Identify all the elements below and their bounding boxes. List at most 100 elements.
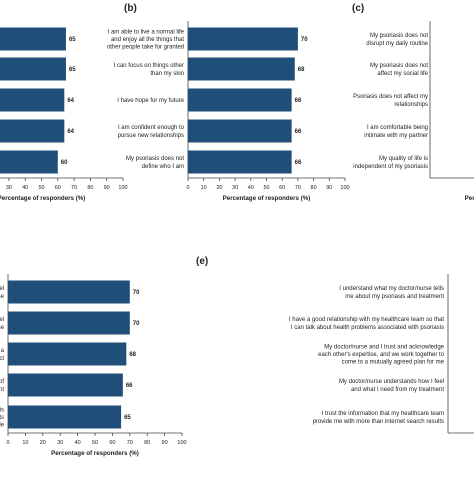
category-label: I understand what my doctor/nurse tells bbox=[339, 286, 444, 292]
category-label: my psoriasis bbox=[0, 407, 4, 413]
bar-value-label: 66 bbox=[295, 129, 302, 135]
category-label: isappointment bbox=[0, 387, 4, 393]
category-label: My quality of life is bbox=[379, 156, 428, 162]
x-tick-label: 80 bbox=[144, 440, 150, 446]
category-label: the cycle of bbox=[0, 379, 4, 385]
x-tick-label: 90 bbox=[162, 440, 168, 446]
bar bbox=[8, 311, 130, 335]
bar-value-label: 65 bbox=[69, 37, 76, 43]
bar-value-label: 70 bbox=[301, 37, 308, 43]
bar-value-label: 60 bbox=[61, 160, 68, 166]
x-tick-label: 30 bbox=[232, 185, 238, 191]
x-tick-label: 80 bbox=[87, 185, 93, 191]
category-label: me about my psoriasis and treatment bbox=[345, 294, 444, 300]
x-tick-label: 60 bbox=[279, 185, 285, 191]
x-tick-label: 40 bbox=[248, 185, 254, 191]
category-label: come to a mutually agreed plan for me bbox=[342, 360, 445, 366]
bar bbox=[0, 57, 66, 81]
category-label: define who I am bbox=[142, 164, 184, 170]
category-label: intimate with my partner bbox=[364, 133, 428, 139]
category-label: treatment has a bbox=[0, 348, 5, 354]
panel-label: (b) bbox=[124, 3, 137, 14]
category-label: Psoriasis does not affect my bbox=[353, 94, 428, 100]
category-label: I have a good relationship with my healt… bbox=[289, 317, 444, 323]
category-label: My doctor/nurse and I trust and acknowle… bbox=[324, 344, 444, 350]
category-label: My psoriasis does not bbox=[370, 63, 428, 69]
category-label: My psoriasis does not bbox=[126, 156, 184, 162]
x-tick-label: 40 bbox=[75, 440, 81, 446]
bar-value-label: 70 bbox=[133, 321, 140, 327]
category-label: I am able to live a normal life bbox=[108, 29, 185, 35]
bar bbox=[0, 119, 65, 143]
panel-label: (c) bbox=[352, 3, 364, 14]
category-label: are available bbox=[0, 423, 5, 429]
bar-value-label: 64 bbox=[67, 129, 74, 135]
category-label: each other's expertise, and we work toge… bbox=[318, 352, 445, 358]
x-tick-label: 90 bbox=[104, 185, 110, 191]
panel-label: (e) bbox=[196, 256, 208, 267]
category-label: relationships bbox=[394, 102, 428, 108]
x-tick-label: 60 bbox=[109, 440, 115, 446]
x-tick-label: 100 bbox=[118, 185, 127, 191]
x-tick-label: 0 bbox=[6, 440, 9, 446]
category-label: pursue new relationships bbox=[118, 133, 184, 139]
x-tick-label: 40 bbox=[22, 185, 28, 191]
category-label: ' my disease bbox=[0, 325, 5, 331]
bar-value-label: 68 bbox=[129, 352, 136, 358]
category-label: t treatments bbox=[0, 415, 4, 421]
bar-value-label: 65 bbox=[124, 415, 131, 421]
category-label: My doctor/nurse understands how I feel bbox=[339, 379, 444, 385]
x-tick-label: 20 bbox=[216, 185, 222, 191]
x-tick-label: 80 bbox=[311, 185, 317, 191]
category-label: and enjoy all the things that bbox=[111, 37, 184, 43]
bar bbox=[8, 342, 127, 366]
bar-value-label: 66 bbox=[126, 383, 133, 389]
x-tick-label: 70 bbox=[71, 185, 77, 191]
bar bbox=[0, 27, 66, 51]
bar bbox=[188, 27, 298, 51]
category-label: I am comfortable being bbox=[367, 125, 428, 131]
category-label: I can focus on things other bbox=[114, 63, 184, 69]
x-tick-label: 10 bbox=[201, 185, 207, 191]
category-label: than my skin bbox=[150, 71, 184, 77]
category-label: I can talk about health problems associa… bbox=[291, 325, 444, 331]
x-tick-label: 10 bbox=[22, 440, 28, 446]
bar-value-label: 66 bbox=[295, 98, 302, 104]
bar bbox=[188, 88, 292, 112]
bar bbox=[0, 150, 58, 174]
category-label: I have hope for my future bbox=[117, 98, 184, 104]
category-label: elps me feel bbox=[0, 286, 4, 292]
x-tick-label: 20 bbox=[40, 440, 46, 446]
category-label: isisting effect bbox=[0, 356, 4, 362]
category-label: ' my disease bbox=[0, 294, 5, 300]
bar bbox=[188, 119, 292, 143]
category-label: provide me with more than internet searc… bbox=[313, 419, 444, 425]
x-tick-label: 100 bbox=[177, 440, 186, 446]
x-tick-label: 60 bbox=[55, 185, 61, 191]
bar bbox=[188, 57, 295, 81]
category-label: other people take for granted bbox=[107, 45, 184, 51]
bar bbox=[8, 373, 123, 397]
x-tick-label: 90 bbox=[326, 185, 332, 191]
bar bbox=[0, 88, 65, 112]
x-tick-label: 70 bbox=[295, 185, 301, 191]
bar bbox=[8, 280, 130, 304]
bar bbox=[8, 405, 122, 429]
x-axis-title: Percentage of responders (%) bbox=[465, 195, 474, 202]
category-label: affect my social life bbox=[377, 71, 428, 77]
bar-value-label: 64 bbox=[67, 98, 74, 104]
x-tick-label: 50 bbox=[38, 185, 44, 191]
bar-value-label: 70 bbox=[133, 290, 140, 296]
x-tick-label: 70 bbox=[127, 440, 133, 446]
bar-value-label: 68 bbox=[298, 67, 305, 73]
category-label: and what I need from my treatment bbox=[351, 387, 444, 393]
category-label: I am confident enough to bbox=[118, 125, 185, 131]
category-label: I trust the information that my healthca… bbox=[322, 411, 444, 417]
x-axis-title: Percentage of responders (%) bbox=[51, 450, 139, 457]
x-axis-title: Percentage of responders (%) bbox=[0, 195, 85, 202]
bar-value-label: 65 bbox=[69, 67, 76, 73]
x-tick-label: 30 bbox=[6, 185, 12, 191]
x-tick-label: 50 bbox=[263, 185, 269, 191]
category-label: independent of my psoriasis bbox=[353, 164, 428, 170]
